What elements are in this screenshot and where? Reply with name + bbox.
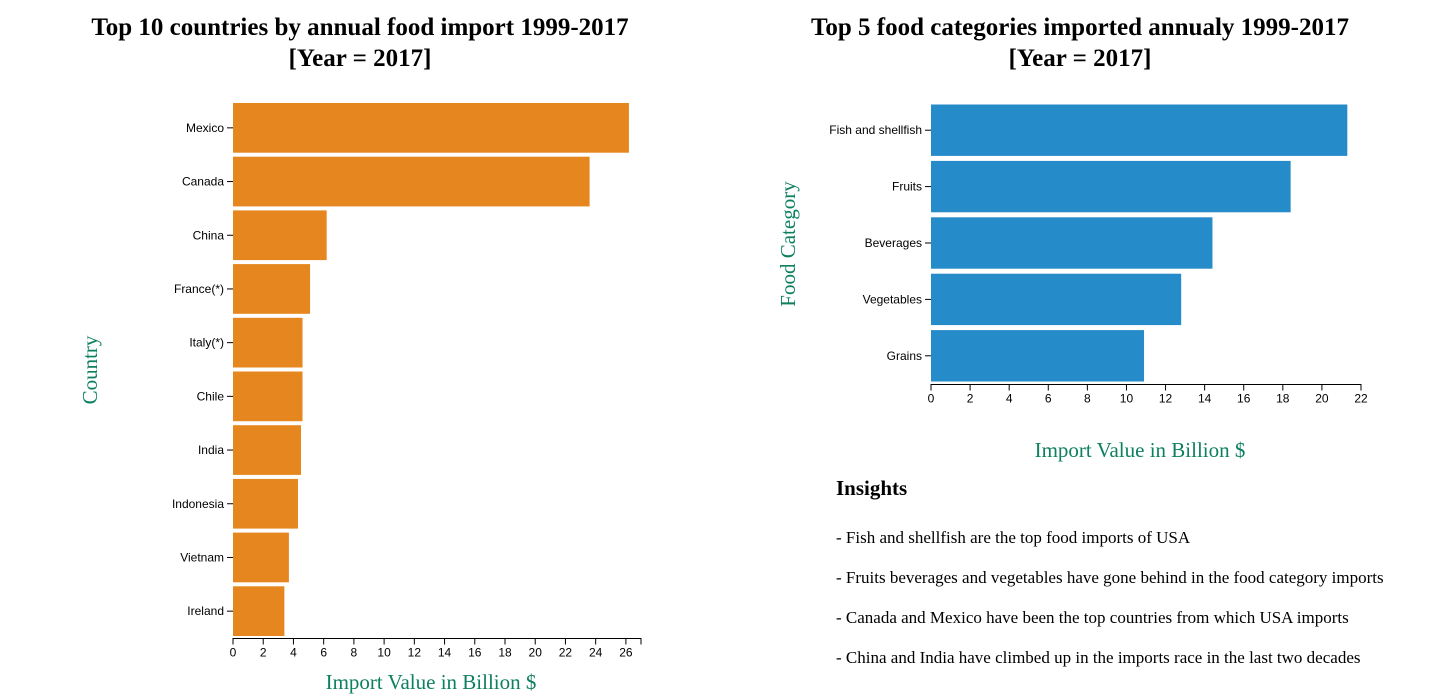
country-x-tick-label: 20 [529,646,543,660]
country-y-tick-label: Italy(*) [189,336,224,350]
category-x-tick-label: 6 [1045,392,1052,406]
country-x-tick-label: 2 [260,646,267,660]
country-bar-mexico [233,103,629,153]
country-y-tick-label: Canada [182,175,224,189]
insight-line: - Canada and Mexico have been the top co… [836,608,1349,627]
country-y-tick-label: Ireland [187,604,224,618]
country-x-axis-title: Import Value in Billion $ [326,670,537,694]
right-chart-title-line2: [Year = 2017] [1008,45,1152,72]
insights-heading: Insights [836,476,908,500]
category-x-tick-label: 18 [1276,392,1290,406]
category-x-tick-label: 8 [1084,392,1091,406]
insight-line: - Fruits beverages and vegetables have g… [836,568,1384,587]
category-bar-fruits [931,160,1291,213]
country-bar-italy [233,317,303,368]
category-x-tick-label: 22 [1354,392,1368,406]
category-y-tick-label: Beverages [865,236,922,250]
country-x-tick-label: 8 [351,646,358,660]
category-x-tick-label: 10 [1120,392,1134,406]
insight-line: - Fish and shellfish are the top food im… [836,528,1191,547]
country-x-tick-label: 10 [377,646,391,660]
country-x-tick-label: 18 [498,646,512,660]
country-x-tick-label: 26 [619,646,633,660]
country-y-tick-label: Mexico [186,121,224,135]
country-y-tick-label: Chile [197,389,225,403]
country-x-tick-label: 14 [438,646,452,660]
category-x-tick-label: 0 [928,392,935,406]
left-chart-title-line1: Top 10 countries by annual food import 1… [91,14,629,41]
category-bar-fish-and-shellfish [931,104,1348,156]
category-x-tick-label: 16 [1237,392,1251,406]
country-bar-vietnam [233,532,289,583]
country-bar-france [233,264,311,314]
category-bar-grains [931,330,1145,382]
category-y-tick-label: Fruits [892,180,922,194]
country-y-tick-label: India [198,443,224,457]
category-x-tick-label: 14 [1198,392,1212,406]
category-x-tick-label: 2 [967,392,974,406]
category-y-tick-label: Fish and shellfish [829,123,922,137]
category-y-axis-title: Food Category [776,181,800,307]
country-bar-india [233,425,301,475]
category-y-tick-label: Vegetables [863,292,922,306]
country-bar-indonesia [233,478,298,529]
category-x-tick-label: 12 [1159,392,1173,406]
category-bar-beverages [931,217,1213,269]
category-bar-vegetables [931,273,1182,326]
insight-line: - China and India have climbed up in the… [836,648,1361,667]
country-bar-ireland [233,586,285,636]
left-chart-title-line2: [Year = 2017] [288,45,432,72]
country-x-tick-label: 24 [589,646,603,660]
category-x-tick-label: 20 [1315,392,1329,406]
country-x-tick-label: 6 [320,646,327,660]
left-chart-title: Top 10 countries by annual food import 1… [40,12,680,74]
country-y-tick-label: Vietnam [180,550,224,564]
country-x-tick-label: 4 [290,646,297,660]
country-x-tick-label: 16 [468,646,482,660]
right-chart-title: Top 5 food categories imported annualy 1… [760,12,1400,74]
country-y-tick-label: China [193,228,225,242]
right-chart-title-line1: Top 5 food categories imported annualy 1… [811,14,1349,41]
country-x-tick-label: 0 [230,646,237,660]
country-y-tick-label: Indonesia [172,497,224,511]
category-x-axis-line [930,384,1362,391]
country-bar-china [233,210,327,261]
country-x-axis-line [232,638,642,645]
country-y-tick-label: France(*) [174,282,224,296]
category-x-tick-label: 4 [1006,392,1013,406]
country-bar-chile [233,371,303,422]
category-y-tick-label: Grains [887,349,922,363]
insights-panel: Insights - Fish and shellfish are the to… [836,474,1436,688]
category-x-axis-title: Import Value in Billion $ [1035,438,1246,462]
country-bar-canada [233,156,590,207]
country-x-tick-label: 22 [559,646,573,660]
country-y-axis-title: Country [78,335,102,404]
country-x-tick-label: 12 [408,646,422,660]
